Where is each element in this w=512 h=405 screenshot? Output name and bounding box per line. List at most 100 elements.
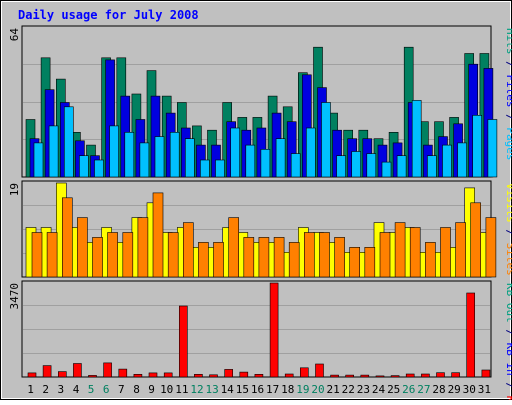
middle-bar-sites-day-26 (409, 227, 421, 278)
top-bar-pages-day-19 (305, 127, 316, 178)
middle-bar-sites-day-13 (213, 242, 224, 278)
top-bar-pages-day-9 (154, 136, 165, 178)
top-bar-pages-day-4 (79, 155, 89, 178)
top-bar-pages-day-2 (48, 125, 59, 178)
bottom-bar-kb-f-day-19 (299, 367, 309, 378)
bottom-bar-kb-f-day-7 (118, 368, 128, 378)
bottom-bar-kb-f-day-14 (224, 369, 233, 378)
x-axis-day-labels: 1 2 3 4 5 6 7 8 9 10 11 12 13 14 15 16 17 18 19 20 21 22 23 24 2… (27, 383, 491, 396)
middle-bar-sites-day-7 (122, 232, 134, 278)
top-bar-pages-day-29 (457, 142, 467, 178)
top-bar-pages-day-20 (321, 102, 331, 178)
bottom-bar-kb-f-day-1 (27, 372, 37, 378)
middle-bar-sites-day-30 (470, 202, 482, 278)
x-tick-label-day-7: 7 (118, 383, 125, 396)
middle-bar-sites-day-12 (198, 242, 209, 278)
bottom-bar-kb-f-day-28 (436, 372, 445, 378)
top-bar-pages-day-23 (366, 153, 377, 178)
middle-bar-sites-day-10 (167, 232, 179, 278)
middle-bar-sites-day-8 (137, 217, 149, 278)
bottom-bar-kb-f-day-21 (330, 374, 339, 378)
middle-bar-sites-day-21 (334, 237, 345, 278)
middle-bar-sites-day-3 (61, 197, 73, 278)
top-legend-part: / (504, 55, 512, 75)
bottom-bar-kb-f-day-18 (284, 373, 294, 378)
bottom-bar-kb-f-day-20 (315, 363, 324, 378)
bottom-bar-kb-f-day-29 (451, 372, 460, 378)
top-ymax-label: 64 (8, 28, 21, 42)
middle-legend-label: Visits / Sites (504, 183, 512, 276)
x-tick-label-day-1: 1 (27, 383, 34, 396)
bottom-legend-part: / (504, 376, 512, 396)
x-tick-label-day-24: 24 (372, 383, 386, 396)
x-tick-label-day-28: 28 (432, 383, 445, 396)
middle-bar-sites-day-29 (455, 222, 466, 278)
bottom-bar-kb-f-day-25 (390, 375, 400, 378)
x-tick-label-day-15: 15 (236, 383, 249, 396)
bottom-bar-kb-f-day-27 (421, 373, 430, 378)
bottom-bar-kb-f-day-17 (269, 282, 279, 378)
bottom-bar-kb-f-day-10 (163, 372, 173, 378)
x-tick-label-day-10: 10 (160, 383, 173, 396)
middle-legend-part: Visits (504, 183, 512, 223)
top-legend-part: / (504, 108, 512, 128)
middle-bar-sites-day-2 (46, 232, 58, 278)
top-bar-pages-day-13 (215, 159, 225, 178)
middle-bar-sites-day-22 (349, 247, 361, 278)
middle-bar-sites-day-17 (273, 237, 285, 278)
x-tick-label-day-20: 20 (311, 383, 324, 396)
bottom-legend-label: KB Out / KB In / KB F (504, 283, 512, 400)
middle-bar-sites-day-16 (258, 237, 270, 278)
bottom-bar-kb-f-day-3 (57, 371, 67, 378)
visits-sites-panel: 19 Visits / Sites (8, 180, 512, 278)
bottom-bar-kb-f-day-8 (133, 373, 143, 378)
x-tick-label-day-26: 26 (402, 383, 415, 396)
bottom-bar-kb-f-day-12 (194, 373, 203, 378)
top-bar-pages-day-22 (351, 151, 362, 178)
chart-title: Daily usage for July 2008 (18, 8, 199, 22)
x-tick-label-day-21: 21 (326, 383, 339, 396)
top-bar-pages-day-18 (290, 153, 301, 178)
top-bar-pages-day-5 (94, 159, 104, 178)
x-tick-label-day-30: 30 (463, 383, 476, 396)
top-bar-pages-day-6 (109, 125, 119, 178)
top-bar-pages-day-28 (442, 144, 452, 178)
x-tick-label-day-16: 16 (251, 383, 264, 396)
bottom-bar-kb-f-day-6 (103, 362, 112, 378)
x-tick-label-day-27: 27 (417, 383, 430, 396)
bottom-bar-kb-f-day-30 (466, 292, 476, 378)
kbytes-panel: 3470 KB Out / KB In / KB F (8, 280, 512, 405)
middle-bar-sites-day-1 (31, 232, 43, 278)
x-tick-label-day-22: 22 (342, 383, 355, 396)
x-tick-label-day-14: 14 (221, 383, 235, 396)
x-tick-label-day-6: 6 (103, 383, 110, 396)
middle-legend-part: Sites (504, 243, 512, 276)
x-tick-label-day-2: 2 (42, 383, 49, 396)
bottom-bar-kb-f-day-2 (42, 365, 52, 378)
bottom-bar-kb-f-day-26 (405, 373, 415, 378)
x-tick-label-day-17: 17 (266, 383, 279, 396)
top-bar-pages-day-14 (230, 127, 240, 178)
top-bar-pages-day-3 (64, 106, 74, 178)
bottom-legend-part: KB F (504, 396, 512, 400)
x-tick-label-day-31: 31 (478, 383, 491, 396)
x-tick-label-day-18: 18 (281, 383, 294, 396)
middle-bar-sites-day-20 (319, 232, 330, 278)
bottom-bar-kb-f-day-11 (179, 305, 188, 378)
top-bar-pages-day-24 (381, 161, 392, 178)
top-bar-pages-day-16 (260, 149, 271, 178)
middle-bar-sites-day-5 (92, 237, 103, 278)
bottom-bar-kb-f-day-15 (239, 371, 249, 378)
x-tick-label-day-5: 5 (88, 383, 95, 396)
bottom-bar-kb-f-day-13 (209, 374, 218, 378)
bottom-ymax-label: 3470 (8, 283, 21, 310)
bottom-bar-kb-f-day-24 (375, 375, 385, 378)
top-bar-pages-day-26 (411, 100, 422, 178)
top-bar-pages-day-17 (275, 138, 286, 178)
middle-bar-sites-day-15 (243, 237, 255, 278)
middle-bar-sites-day-28 (440, 227, 451, 278)
x-tick-label-day-9: 9 (148, 383, 155, 396)
top-bar-pages-day-30 (472, 115, 483, 178)
top-legend-label: Hits / Files / Pages (504, 28, 512, 161)
x-tick-label-day-8: 8 (133, 383, 140, 396)
